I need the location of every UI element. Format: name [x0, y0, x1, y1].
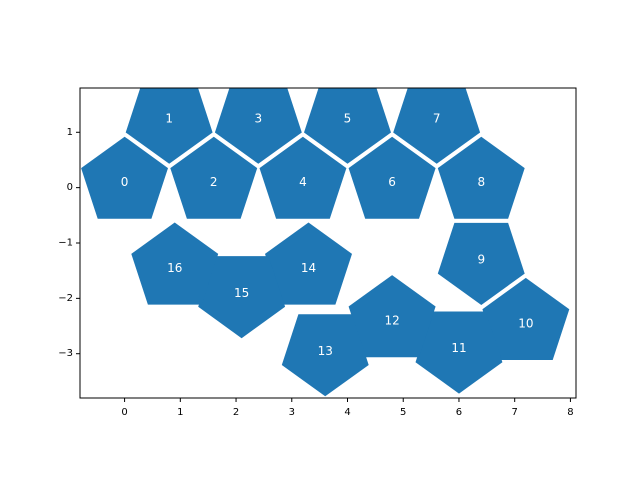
pentagon-2	[170, 136, 258, 219]
pentagon-4	[259, 136, 347, 219]
pentagon-7	[393, 88, 481, 164]
y-tick-label: −1	[58, 238, 73, 249]
pentagon-label: 1	[165, 111, 173, 125]
pentagon-label: 5	[344, 111, 352, 125]
pentagon-label: 13	[318, 344, 333, 358]
y-axis: 1 0 −1 −2 −3	[58, 127, 80, 359]
y-tick-label: 0	[67, 182, 73, 193]
x-tick-label: 6	[456, 407, 462, 418]
pentagon-14	[265, 222, 352, 305]
pentagon-label: 4	[299, 175, 307, 189]
x-tick-label: 3	[289, 407, 295, 418]
pentagon-0	[81, 136, 168, 219]
x-tick-label: 2	[233, 407, 239, 418]
pentagon-8	[437, 136, 525, 219]
pentagon-layer	[81, 88, 570, 397]
pentagon-label: 15	[234, 286, 249, 300]
y-tick-label: −3	[58, 348, 73, 359]
pentagon-9	[437, 222, 525, 305]
pentagon-13	[281, 314, 369, 397]
pentagon-6	[348, 136, 436, 219]
pentagon-label: 7	[433, 111, 441, 125]
pentagon-5	[304, 88, 391, 164]
pentagon-12	[348, 275, 436, 358]
x-tick-label: 1	[177, 407, 183, 418]
pentagon-3	[214, 88, 302, 164]
pentagon-label: 14	[301, 261, 316, 275]
pentagon-15	[198, 256, 286, 339]
pentagon-10	[482, 277, 570, 360]
x-tick-label: 7	[512, 407, 518, 418]
pentagon-label: 3	[255, 111, 263, 125]
y-tick-label: 1	[67, 127, 73, 138]
pentagon-11	[415, 311, 503, 394]
x-tick-label: 5	[400, 407, 406, 418]
pentagon-label: 0	[121, 175, 129, 189]
pentagon-16	[131, 222, 219, 305]
pentagon-label: 6	[388, 175, 396, 189]
pentagon-1	[125, 88, 213, 164]
pentagon-label: 16	[167, 261, 182, 275]
pentagon-label: 11	[451, 341, 466, 355]
pentagon-label: 12	[384, 314, 399, 328]
pentagon-label: 9	[477, 253, 485, 267]
x-axis: 0 1 2 3 4 5 6 7 8	[121, 398, 574, 418]
x-tick-label: 4	[344, 407, 350, 418]
x-tick-label: 8	[567, 407, 573, 418]
pentagon-label: 8	[477, 175, 485, 189]
pentagon-label: 2	[210, 175, 218, 189]
x-tick-label: 0	[121, 407, 127, 418]
pentagon-label: 10	[518, 316, 533, 330]
y-tick-label: −2	[58, 293, 73, 304]
